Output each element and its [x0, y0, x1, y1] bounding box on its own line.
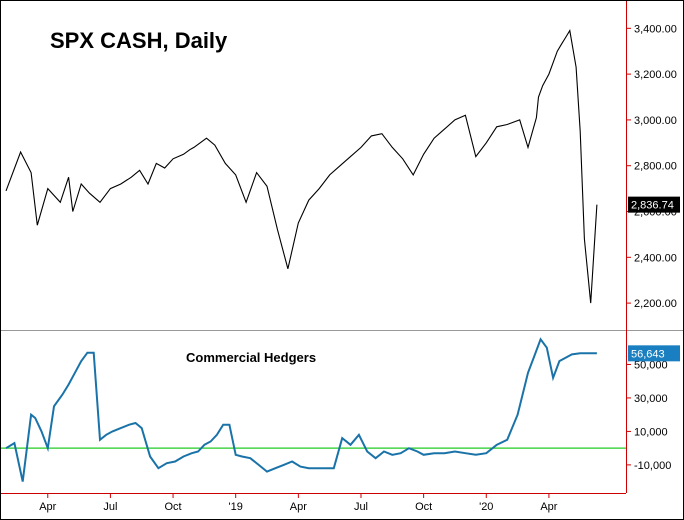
x-tick-label: Jul	[354, 501, 368, 513]
price-y-tick-label: 3,200.00	[634, 69, 677, 81]
price-panel: SPX CASH, Daily 2,200.002,400.002,600.00…	[5, 23, 680, 310]
hedgers-chart-title: Commercial Hedgers	[186, 350, 316, 365]
x-tick-label: Apr	[540, 501, 557, 513]
price-y-tick-label: 2,400.00	[634, 252, 677, 264]
price-y-tick-label: 2,200.00	[634, 298, 677, 310]
hedgers-y-axis: -10,000 10,000 30,000 50,000	[626, 359, 671, 472]
hedgers-y-tick-label: -10,000	[634, 460, 671, 472]
hedgers-y-tick-label: 50,000	[634, 359, 668, 371]
hedgers-y-tick-label: 10,000	[634, 426, 668, 438]
x-tick-label: Apr	[290, 501, 307, 513]
hedgers-panel: Commercial Hedgers -10,000 10,000 30,000 50…	[1, 337, 680, 482]
price-last-value-label: 2,836.74	[631, 200, 674, 212]
x-tick-label: '19	[229, 501, 243, 513]
x-tick-label: '20	[479, 501, 493, 513]
price-last-value-badge: 2,836.74	[628, 196, 680, 213]
x-tick-label: Jul	[103, 501, 117, 513]
x-tick-label: Oct	[415, 501, 432, 513]
x-tick-label: Apr	[39, 501, 56, 513]
price-series-line	[5, 29, 598, 304]
hedgers-series-line	[5, 337, 597, 482]
x-tick-label: Oct	[164, 501, 181, 513]
hedgers-last-value-label: 56,643	[631, 348, 665, 360]
x-axis: Apr Jul Oct '19 Apr Jul Oct '20 Apr	[39, 493, 558, 513]
hedgers-y-tick-label: 30,000	[634, 393, 668, 405]
price-y-axis: 2,200.002,400.002,600.002,800.003,000.00…	[626, 23, 677, 310]
price-y-tick-label: 2,800.00	[634, 161, 677, 173]
hedgers-last-value-badge: 56,643	[628, 345, 680, 362]
price-y-tick-label: 3,400.00	[634, 23, 677, 35]
price-y-tick-label: 3,000.00	[634, 115, 677, 127]
price-chart-title: SPX CASH, Daily	[50, 28, 228, 53]
